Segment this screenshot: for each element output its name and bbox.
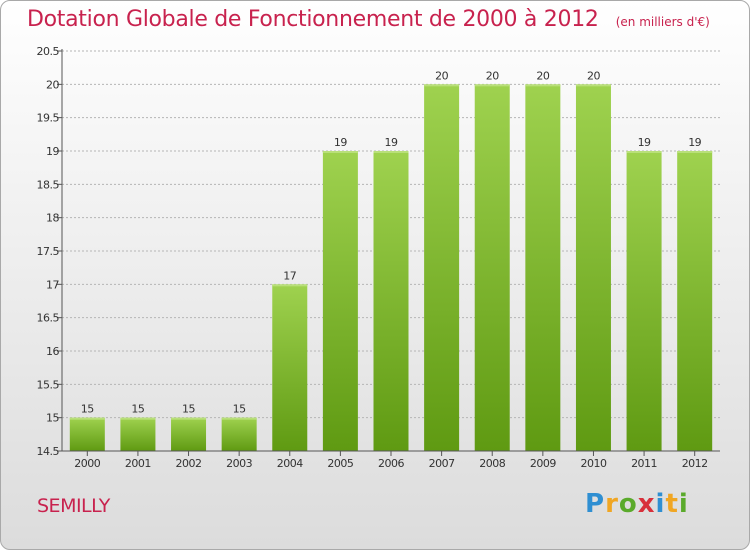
bar-highlight bbox=[626, 151, 662, 153]
x-tick-label: 2008 bbox=[479, 457, 505, 470]
logo-letter: x bbox=[637, 489, 656, 519]
data-label: 20 bbox=[536, 69, 549, 82]
data-label: 19 bbox=[688, 136, 701, 149]
bar-2010 bbox=[575, 84, 611, 451]
bar-highlight bbox=[120, 417, 156, 420]
x-tick-label: 2012 bbox=[682, 457, 708, 470]
bar-highlight bbox=[575, 84, 611, 87]
x-tick-label: 2005 bbox=[327, 457, 353, 470]
data-label: 15 bbox=[131, 403, 144, 416]
logo-letter: i bbox=[678, 489, 689, 519]
x-tick-label: 2004 bbox=[277, 457, 303, 470]
x-tick-label: 2009 bbox=[530, 457, 556, 470]
y-tick-label: 19 bbox=[46, 145, 59, 158]
x-tick-label: 2006 bbox=[378, 457, 404, 470]
data-label: 19 bbox=[385, 136, 398, 149]
bar-2001 bbox=[120, 417, 156, 451]
logo-letter: r bbox=[605, 489, 619, 519]
y-tick-label: 14.5 bbox=[37, 445, 60, 458]
data-label: 20 bbox=[587, 69, 600, 82]
data-label: 15 bbox=[182, 403, 195, 416]
bar-2011 bbox=[626, 151, 662, 451]
bar-2007 bbox=[424, 84, 460, 451]
bar-2003 bbox=[221, 417, 257, 451]
data-label: 15 bbox=[233, 403, 246, 416]
bar-highlight bbox=[272, 284, 308, 287]
y-tick-label: 15.5 bbox=[37, 378, 60, 391]
x-tick-label: 2010 bbox=[580, 457, 606, 470]
bar-highlight bbox=[221, 417, 257, 420]
logo-letter: t bbox=[665, 489, 679, 519]
title-row: Dotation Globale de Fonctionnement de 20… bbox=[27, 7, 710, 32]
y-tick-label: 17.5 bbox=[37, 245, 60, 258]
data-label: 19 bbox=[638, 136, 651, 149]
chart-unit: (en milliers d'€) bbox=[615, 15, 710, 29]
commune-name: SEMILLY bbox=[37, 495, 110, 517]
logo-letter: o bbox=[618, 489, 638, 519]
x-tick-label: 2001 bbox=[125, 457, 151, 470]
y-tick-label: 18.5 bbox=[37, 178, 60, 191]
y-tick-label: 16 bbox=[46, 345, 59, 358]
x-tick-label: 2002 bbox=[176, 457, 202, 470]
bar-2000 bbox=[69, 417, 105, 451]
bar-highlight bbox=[171, 417, 207, 420]
bar-2008 bbox=[474, 84, 510, 451]
bar-2006 bbox=[373, 151, 409, 451]
logo-letter: P bbox=[585, 489, 606, 519]
bar-2009 bbox=[525, 84, 561, 451]
logo-letter: i bbox=[655, 489, 666, 519]
bar-highlight bbox=[322, 151, 358, 153]
bar-highlight bbox=[525, 84, 561, 87]
bar-highlight bbox=[474, 84, 510, 87]
bar-highlight bbox=[677, 151, 713, 153]
y-tick-label: 16.5 bbox=[37, 312, 60, 325]
chart-title: Dotation Globale de Fonctionnement de 20… bbox=[27, 7, 599, 32]
data-label: 19 bbox=[334, 136, 347, 149]
bar-highlight bbox=[69, 417, 105, 420]
data-label: 17 bbox=[283, 269, 296, 282]
bar-2002 bbox=[171, 417, 207, 451]
y-tick-label: 20.5 bbox=[37, 45, 60, 58]
x-tick-label: 2011 bbox=[631, 457, 657, 470]
x-tick-label: 2000 bbox=[74, 457, 100, 470]
x-tick-label: 2003 bbox=[226, 457, 252, 470]
bar-highlight bbox=[373, 151, 409, 153]
data-label: 20 bbox=[435, 69, 448, 82]
bar-2004 bbox=[272, 284, 308, 451]
labels: 14.5 15 15.5 16 16.5 17 17.5 18 18.5 19 19.5 20 20.5… bbox=[37, 45, 709, 470]
y-tick-label: 15 bbox=[46, 412, 59, 425]
y-tick-label: 19.5 bbox=[37, 112, 60, 125]
data-label: 20 bbox=[486, 69, 499, 82]
proxiti-logo: Proxiti bbox=[585, 489, 689, 519]
x-tick-label: 2007 bbox=[429, 457, 455, 470]
bar-highlight bbox=[424, 84, 460, 87]
y-tick-label: 18 bbox=[46, 212, 59, 225]
y-tick-label: 17 bbox=[46, 278, 59, 291]
bars bbox=[69, 84, 713, 451]
bar-2012 bbox=[677, 151, 713, 451]
data-label: 15 bbox=[81, 403, 94, 416]
bar-2005 bbox=[322, 151, 358, 451]
axes bbox=[57, 49, 720, 456]
y-tick-label: 20 bbox=[46, 78, 59, 91]
